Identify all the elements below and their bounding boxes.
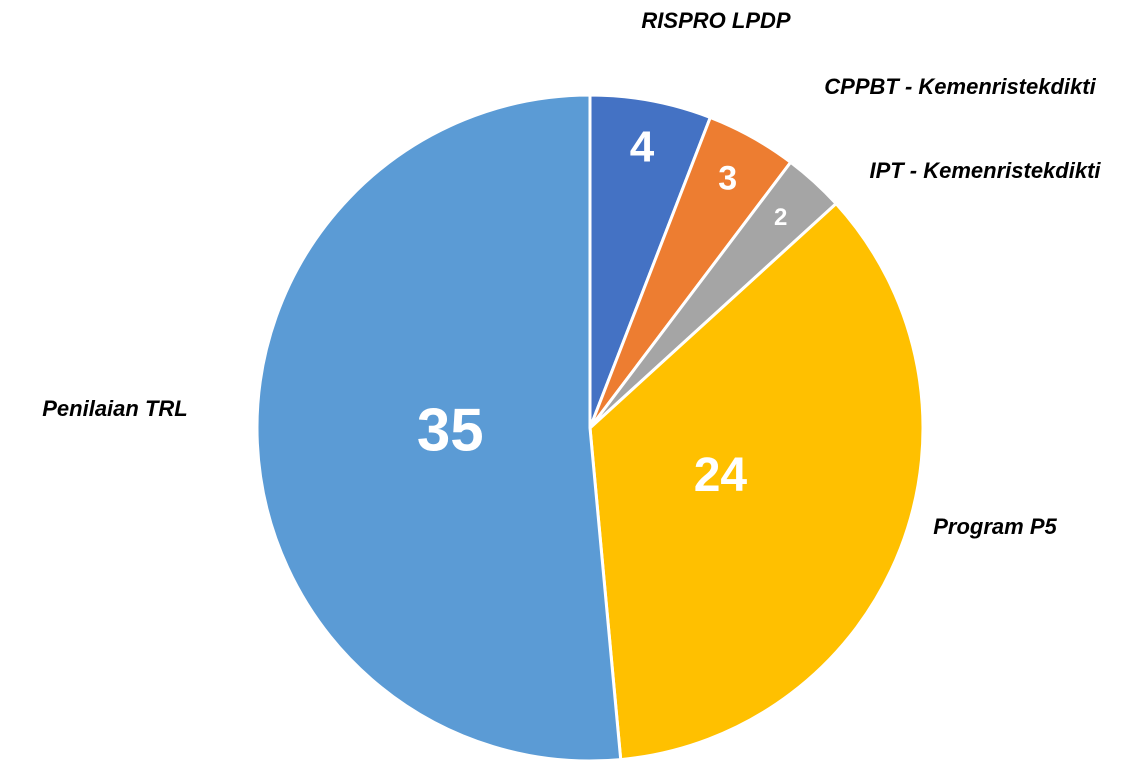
pie-slice bbox=[255, 93, 623, 761]
data-label: 35 bbox=[417, 396, 484, 463]
pie-slice bbox=[588, 201, 925, 761]
data-label: 24 bbox=[694, 449, 748, 502]
category-label: CPPBT - Kemenristekdikti bbox=[824, 74, 1096, 99]
category-label: IPT - Kemenristekdikti bbox=[869, 158, 1101, 183]
data-label: 3 bbox=[718, 160, 737, 198]
pie-slice bbox=[588, 93, 713, 429]
data-label: 2 bbox=[774, 204, 787, 231]
data-label: 4 bbox=[630, 122, 655, 171]
category-label: Program P5 bbox=[933, 514, 1057, 539]
category-label: RISPRO LPDP bbox=[641, 8, 790, 33]
category-label: Penilaian TRL bbox=[42, 396, 187, 421]
